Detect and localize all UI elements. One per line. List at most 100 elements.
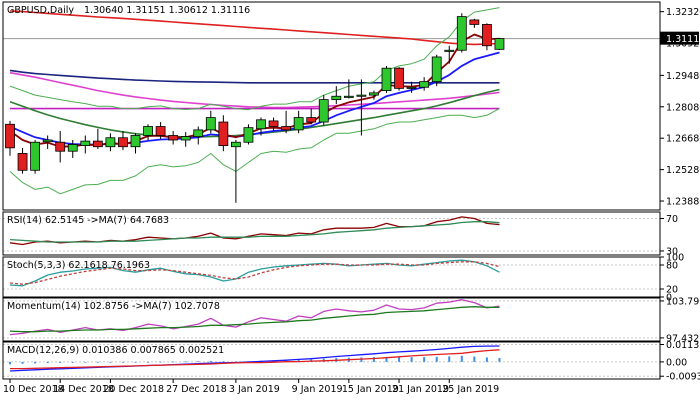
- y-tick-label: 1.25280: [666, 165, 700, 176]
- candle-body: [193, 129, 204, 138]
- current-price-label: 1.31116: [666, 34, 700, 45]
- macd-histogram-bar: [435, 356, 438, 362]
- macd-histogram-bar: [134, 361, 137, 363]
- pane-frame: [2, 341, 661, 380]
- x-tick-label: 9 Jan 2019: [292, 384, 343, 395]
- y-tick-label: 1.28080: [666, 102, 700, 113]
- candle-body: [318, 99, 329, 123]
- y-tick-label: 97.432: [666, 333, 699, 344]
- pane-frame: [2, 297, 661, 342]
- macd-histogram-bar: [172, 361, 175, 363]
- macd-histogram-bar: [460, 355, 463, 362]
- ma-line-1: [9, 69, 500, 84]
- candle-body: [243, 127, 254, 143]
- macd-histogram-bar: [184, 361, 187, 363]
- macd-histogram-bar: [197, 361, 200, 363]
- x-tick-label: 14 Dec 2018: [53, 384, 114, 395]
- x-tick-label: 27 Dec 2018: [166, 384, 227, 395]
- candle-body: [218, 121, 229, 147]
- candle-body: [306, 117, 317, 123]
- candle-body: [80, 140, 91, 147]
- macd-histogram-bar: [96, 361, 99, 363]
- ma-line-2: [9, 71, 500, 109]
- pane-frame: [2, 256, 661, 298]
- candle-body: [143, 126, 153, 136]
- x-tick-label: 3 Jan 2019: [229, 384, 280, 395]
- candle-body: [469, 19, 480, 25]
- labels-layer: 1.32320 1.30920 1.29480 1.28080 1.26680 1.252…: [3, 5, 700, 395]
- candle-body: [42, 139, 53, 143]
- indicator-label: Momentum(14) 102.8756 ->MA(7) 102.7078: [7, 301, 220, 312]
- candle-body: [331, 95, 342, 101]
- candle-body: [281, 126, 292, 131]
- macd-histogram-bar: [21, 361, 24, 364]
- macd-histogram-bar: [71, 361, 74, 363]
- macd-histogram-bar: [34, 361, 37, 364]
- ma-line-7: [9, 7, 500, 111]
- candle-body: [419, 81, 430, 88]
- candle-body: [268, 120, 279, 127]
- indicator-line-4-1: [10, 349, 500, 370]
- y-tick-label: 80: [666, 261, 678, 272]
- candle-body: [168, 135, 179, 141]
- macd-histogram-bar: [59, 361, 62, 363]
- macd-histogram-bar: [147, 361, 150, 363]
- x-tick-label: 10 Dec 2018: [3, 384, 64, 395]
- macd-histogram-bar: [121, 361, 124, 363]
- macd-histogram-bar: [109, 361, 112, 363]
- candle-body: [180, 136, 191, 141]
- macd-histogram-bar: [46, 361, 49, 364]
- candle-body: [456, 16, 467, 51]
- y-tick-label: 1.32320: [666, 7, 700, 18]
- chart-ohlc-values: 1.30640 1.31151 1.30612 1.31116: [84, 5, 250, 16]
- axes-layer: [2, 1, 699, 383]
- y-tick-label: 100: [666, 253, 684, 264]
- macd-histogram-bar: [372, 357, 375, 362]
- x-tick-label: 15 Jan 2019: [342, 384, 399, 395]
- candle-body: [406, 86, 417, 89]
- current-price-tag: [660, 31, 699, 45]
- x-tick-label: 21 Jan 2019: [392, 384, 449, 395]
- indicator-line-3-0: [9, 299, 500, 336]
- y-tick-label: 1.23880: [666, 197, 700, 208]
- x-tick-label: 20 Dec 2018: [103, 384, 164, 395]
- y-tick-label: 1.26680: [666, 134, 700, 145]
- candle-body: [394, 67, 404, 89]
- macd-histogram-bar: [398, 356, 401, 362]
- candle-body: [55, 141, 66, 152]
- series-layer: [9, 7, 501, 372]
- macd-histogram-bar: [159, 361, 162, 363]
- chart-symbol-title: GBPUSD,Daily: [7, 5, 74, 16]
- candle-body: [205, 117, 216, 131]
- macd-histogram-bar: [485, 357, 488, 362]
- macd-histogram-bar: [498, 358, 501, 362]
- y-tick-label: 70: [666, 214, 678, 225]
- candle-body: [381, 67, 392, 92]
- macd-histogram-bar: [9, 361, 11, 365]
- pane-frame: [2, 211, 661, 256]
- x-tick-label: 25 Jan 2019: [442, 384, 499, 395]
- macd-histogram-bar: [423, 357, 426, 362]
- macd-histogram-bar: [448, 356, 451, 362]
- candle-body: [494, 38, 505, 50]
- indicator-line-3-1: [9, 306, 500, 333]
- candle-body: [444, 49, 455, 52]
- macd-histogram-bar: [473, 356, 476, 362]
- candle-body: [481, 24, 492, 47]
- candle-body: [155, 126, 166, 136]
- macd-histogram-bar: [84, 361, 87, 363]
- indicator-line-2-1: [9, 261, 500, 285]
- ma-line-6: [9, 33, 500, 148]
- indicator-label: Stoch(5,3,3) 62.1618 76.1963: [7, 260, 150, 271]
- y-tick-label: 0.00: [666, 357, 687, 368]
- ma-line-0: [9, 10, 500, 46]
- candle-body: [105, 137, 116, 148]
- y-tick-label: 30: [666, 246, 678, 257]
- candle-body: [431, 56, 442, 83]
- candle-body: [293, 117, 304, 131]
- candle-body: [343, 95, 354, 98]
